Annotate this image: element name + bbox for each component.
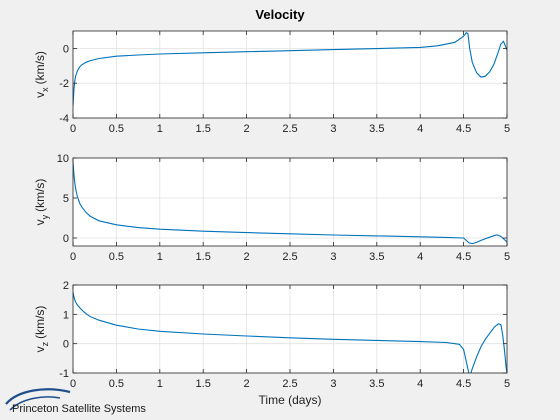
x-tick-label: 5 (504, 251, 510, 263)
subplot-vx: 0 0.5 1 1.5 2 2.5 3 3.5 4 4.5 5 -4 -2 0 vx (km/s) (33, 30, 510, 135)
y-axis-label-var: v (33, 92, 47, 98)
y-tick-label: -2 (59, 78, 69, 90)
y-tick-label: 0 (63, 339, 69, 351)
x-tick-label: 2 (244, 123, 250, 135)
y-axis-label-unit: (km/s) (33, 179, 47, 212)
x-tick-label: 2 (244, 378, 250, 390)
y-axis-label-sub: z (40, 341, 50, 346)
y-axis-label-sub: x (40, 87, 50, 92)
x-tick-label: 4.5 (456, 378, 471, 390)
y-axis-label-var: v (33, 346, 47, 352)
series-line-0 (73, 31, 507, 106)
x-tick-label: 4.5 (456, 251, 471, 263)
x-tick-label: 0 (70, 251, 76, 263)
x-tick-label: 2.5 (282, 123, 297, 135)
y-tick-label: -4 (59, 113, 69, 125)
x-tick-label: 0.5 (109, 251, 124, 263)
x-axis-label: Time (days) (259, 393, 322, 407)
y-tick-label: 5 (63, 193, 69, 205)
x-tick-label: 3.5 (369, 251, 384, 263)
x-tick-label: 5 (504, 123, 510, 135)
x-tick-label: 1.5 (196, 378, 211, 390)
x-tick-label: 0 (70, 123, 76, 135)
series-line-0 (73, 161, 507, 245)
y-axis-label-unit: (km/s) (33, 306, 47, 339)
series-line-0 (73, 292, 507, 373)
x-tick-label: 2.5 (282, 251, 297, 263)
y-axis-label: vy (km/s) (33, 179, 50, 226)
y-tick-label: 10 (57, 153, 69, 165)
x-tick-label: 1.5 (196, 251, 211, 263)
x-tick-label: 4.5 (456, 123, 471, 135)
x-tick-label: 3.5 (369, 378, 384, 390)
y-axis-label-var: v (33, 219, 47, 225)
x-tick-label: 0 (70, 378, 76, 390)
figure-title: Velocity (255, 7, 305, 22)
subplot-vy: 0 0.5 1 1.5 2 2.5 3 3.5 4 4.5 5 0 5 10 vy (km/s) (33, 153, 510, 263)
y-tick-label: 0 (63, 43, 69, 55)
x-tick-label: 3.5 (369, 123, 384, 135)
y-tick-label: 1 (63, 309, 69, 321)
y-tick-label: 2 (63, 280, 69, 292)
x-tick-label: 5 (504, 378, 510, 390)
swoosh-icon (5, 388, 71, 411)
x-tick-label: 0.5 (109, 378, 124, 390)
x-tick-label: 3 (330, 378, 336, 390)
y-axis-label: vz (km/s) (33, 306, 50, 353)
logo-text: Princeton Satellite Systems (12, 403, 146, 415)
x-tick-label: 1 (157, 378, 163, 390)
x-tick-label: 0.5 (109, 123, 124, 135)
y-tick-label: -1 (59, 368, 69, 380)
x-tick-label: 4 (417, 123, 423, 135)
x-tick-label: 2.5 (282, 378, 297, 390)
x-tick-label: 1 (157, 251, 163, 263)
x-tick-label: 1.5 (196, 123, 211, 135)
y-axis-label-sub: y (40, 214, 50, 219)
pss-logo: Princeton Satellite Systems (5, 388, 146, 415)
y-axis-label-unit: (km/s) (33, 51, 47, 84)
x-tick-label: 2 (244, 251, 250, 263)
x-tick-label: 1 (157, 123, 163, 135)
x-tick-label: 3 (330, 251, 336, 263)
x-tick-label: 4 (417, 378, 423, 390)
x-tick-label: 4 (417, 251, 423, 263)
y-axis-label: vx (km/s) (33, 51, 50, 98)
y-tick-label: 0 (63, 233, 69, 245)
x-tick-label: 3 (330, 123, 336, 135)
